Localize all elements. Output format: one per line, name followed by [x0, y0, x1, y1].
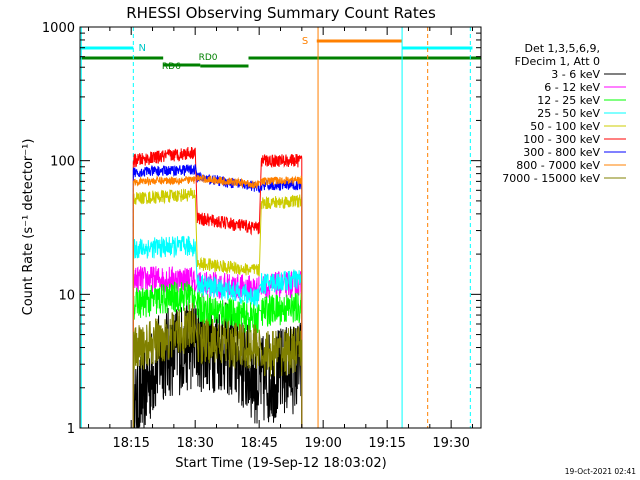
legend-entry-label: 12 - 25 keV — [537, 94, 600, 107]
legend-entry-label: 100 - 300 keV — [523, 133, 600, 146]
series-7000-15000-keV-line — [132, 302, 303, 428]
x-tick-label: 18:15 — [112, 436, 149, 451]
x-tick-label: 19:30 — [432, 436, 469, 451]
legend-entry-label: 50 - 100 keV — [530, 120, 600, 133]
timestamp: 19-Oct-2021 02:41 — [565, 467, 636, 476]
x-tick-label: 19:00 — [304, 436, 341, 451]
series-12-25-keV-line — [132, 281, 303, 428]
x-axis: 18:15 18:30 18:45 19:00 19:15 19:30 — [88, 27, 473, 451]
series-800-7000-keV-line — [132, 174, 303, 428]
y-tick-label: 1 — [67, 422, 75, 437]
series-trace — [132, 281, 303, 428]
series-300-800-keV-line — [132, 164, 303, 428]
y-tick-label: 10 — [58, 288, 75, 303]
legend-entry-label: 300 - 800 keV — [523, 146, 600, 159]
x-tick-label: 18:30 — [176, 436, 213, 451]
x-axis-label: Start Time (19-Sep-12 18:03:02) — [175, 456, 386, 471]
series-trace — [132, 146, 303, 428]
legend-entry-label: 3 - 6 keV — [551, 68, 600, 81]
rd6-flag-label: RD6 — [162, 62, 181, 72]
rd0-flag-label: RD0 — [199, 53, 218, 63]
series-3-6-keV-line — [132, 300, 303, 429]
x-tick-label: 19:15 — [368, 436, 405, 451]
y-tick-label: 100 — [50, 155, 75, 170]
x-tick-label: 18:45 — [240, 436, 277, 451]
series-100-300-keV-line — [132, 146, 303, 428]
y-axis: 1 10 100 1000 — [42, 21, 481, 437]
series-50-100-keV-line — [132, 187, 303, 428]
legend-entry-label: 800 - 7000 keV — [516, 159, 600, 172]
series-trace — [132, 300, 303, 429]
y-axis-label: Count Rate (s⁻¹ detector⁻¹) — [21, 139, 36, 316]
legend-header: FDecim 1, Att 0 — [515, 55, 600, 68]
series-trace — [132, 164, 303, 428]
saa-flag-label: S — [302, 36, 308, 47]
legend-header: Det 1,3,5,6,9, — [524, 42, 600, 55]
series-trace — [132, 174, 303, 428]
series-25-50-keV-line — [132, 235, 303, 428]
y-tick-label: 1000 — [42, 21, 75, 36]
legend-entry-label: 6 - 12 keV — [544, 81, 600, 94]
legend: Det 1,3,5,6,9,FDecim 1, Att 03 - 6 keV6 … — [502, 42, 626, 185]
night-flag-label: N — [138, 43, 145, 54]
series-trace — [132, 235, 303, 428]
chart-title: RHESSI Observing Summary Count Rates — [126, 4, 436, 22]
flag-bars: N S RD0 RD6 — [80, 27, 481, 428]
series-trace — [132, 302, 303, 428]
series-group — [132, 146, 303, 429]
legend-entry-label: 7000 - 15000 keV — [502, 172, 600, 185]
legend-entry-label: 25 - 50 keV — [537, 107, 600, 120]
series-trace — [132, 187, 303, 428]
